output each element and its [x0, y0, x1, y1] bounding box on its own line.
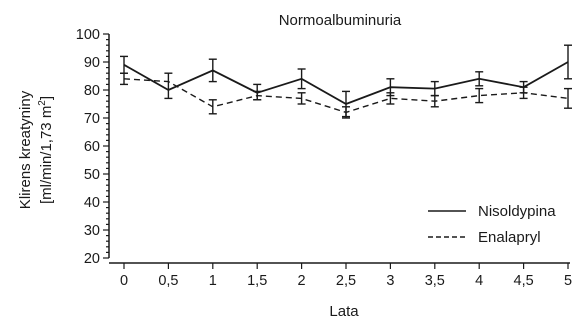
error-bar-nisoldypina: [475, 71, 484, 87]
error-bar-nisoldypina: [164, 72, 173, 100]
x-tick-label: 5: [564, 273, 572, 289]
y-tick-label: 20: [84, 251, 100, 267]
x-tick-label: 1: [209, 273, 217, 289]
legend-label-nisoldypina: Nisoldypina: [478, 203, 556, 220]
series-layer: [120, 44, 572, 119]
y-tick-label: 50: [84, 167, 100, 183]
x-tick-label: 3: [386, 273, 394, 289]
y-axis-title-line1: Klirens kreatyniny: [17, 90, 34, 209]
x-axis-title: Lata: [329, 303, 359, 320]
y-axis-title-line2: [ml/min/1,73 m2]: [37, 96, 55, 204]
y-axis-title-line2-suffix: ]: [38, 96, 55, 100]
x-tick-label: 0: [120, 273, 128, 289]
error-bar-enalapryl: [475, 87, 484, 104]
x-tick-label: 0,5: [158, 273, 178, 289]
error-bar-enalapryl: [342, 106, 350, 119]
error-bar-enalapryl: [253, 90, 262, 101]
y-tick-label: 100: [76, 27, 100, 43]
x-tick-label: 2,5: [336, 273, 356, 289]
y-tick-label: 90: [84, 55, 100, 71]
error-bar-enalapryl: [386, 92, 395, 105]
error-bar-nisoldypina: [120, 55, 128, 74]
y-tick-label: 70: [84, 111, 100, 127]
x-tick-label: 1,5: [247, 273, 267, 289]
x-axis: 0 0,5 1 1,5 2 2,5 3 3,5 4 4,5 5: [109, 262, 572, 289]
y-tick-label: 60: [84, 139, 100, 155]
y-axis-title-line2-prefix: [ml/min/1,73 m: [38, 106, 55, 204]
error-bar-nisoldypina: [564, 44, 572, 80]
y-axis-title-line2-sup: 2: [37, 100, 48, 106]
y-tick-label: 40: [84, 195, 100, 211]
error-bar-enalapryl: [120, 72, 128, 86]
error-bar-enalapryl: [564, 87, 572, 109]
x-tick-label: 4,5: [514, 273, 534, 289]
series-enalapryl: [120, 72, 572, 119]
y-tick-label: 30: [84, 223, 100, 239]
error-bar-nisoldypina: [297, 68, 306, 90]
error-bar-nisoldypina: [208, 58, 217, 83]
chart-title: Normoalbuminuria: [279, 12, 402, 29]
y-tick-label: 80: [84, 83, 100, 99]
error-bar-enalapryl: [430, 94, 439, 108]
error-bar-enalapryl: [208, 99, 217, 115]
x-tick-label: 3,5: [425, 273, 445, 289]
y-axis: 20 30 40 50 60 70 80 90 100: [76, 27, 110, 267]
series-nisoldypina: [120, 44, 572, 118]
error-bar-enalapryl: [297, 92, 306, 105]
error-bar-enalapryl: [519, 86, 528, 100]
x-tick-label: 4: [475, 273, 483, 289]
x-tick-label: 2: [298, 273, 306, 289]
y-axis-title: Klirens kreatyniny [ml/min/1,73 m2]: [17, 90, 55, 209]
legend: Nisoldypina Enalapryl: [428, 203, 556, 246]
legend-label-enalapryl: Enalapryl: [478, 229, 541, 246]
